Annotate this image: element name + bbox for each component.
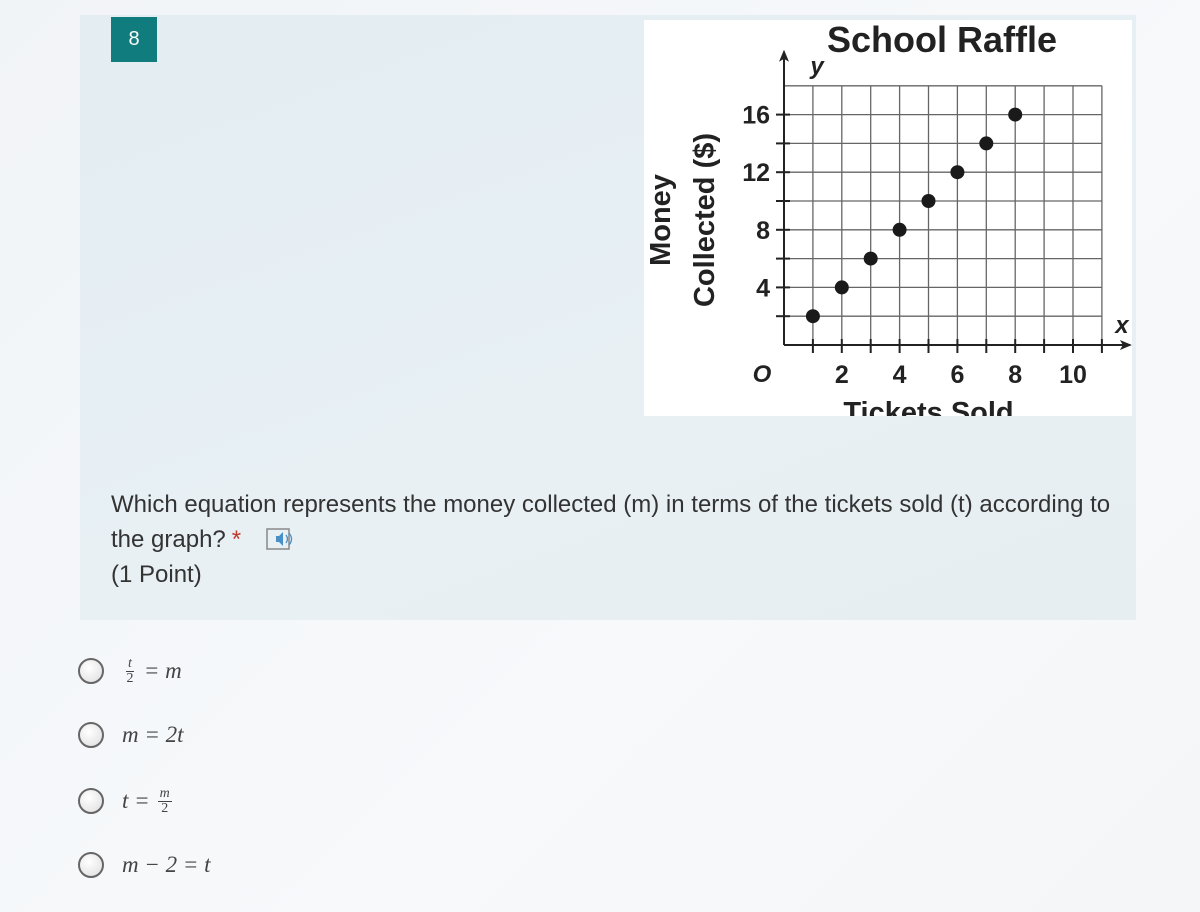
- option-label: m = 2t: [122, 722, 184, 747]
- x-tick-label: 10: [1059, 361, 1087, 389]
- x-tick-label: 6: [950, 361, 964, 389]
- chart-title: School Raffle: [827, 20, 1057, 60]
- question-number-badge: 8: [111, 17, 157, 62]
- y-axis-label-line1: Money: [645, 174, 677, 266]
- denominator: 2: [161, 800, 169, 816]
- data-point: [863, 251, 878, 266]
- denominator: 2: [126, 670, 134, 686]
- x-axis-letter: x: [1113, 312, 1130, 339]
- x-tick-label: 8: [1008, 361, 1022, 389]
- y-axis-letter: y: [809, 53, 825, 80]
- option-label: m − 2 = t: [122, 852, 211, 877]
- question-points: (1 Point): [111, 561, 202, 588]
- data-point: [979, 136, 994, 151]
- data-point: [1008, 107, 1023, 122]
- y-tick-label: 12: [742, 159, 770, 187]
- data-point: [834, 280, 849, 295]
- data-point: [892, 222, 907, 237]
- x-tick-label: 2: [835, 361, 849, 389]
- school-raffle-chart: y x O 2 4 6 8 10 4 8 12 16 School Raffle Tickets Sold…: [644, 20, 1132, 416]
- data-point: [950, 165, 965, 180]
- option-label: t =: [122, 788, 150, 813]
- x-tick-label: 4: [893, 361, 907, 389]
- y-axis-arrow-icon: [779, 49, 789, 62]
- data-point: [805, 309, 820, 324]
- option-2[interactable]: m = 2t: [78, 715, 184, 755]
- question-text-block: Which equation represents the money coll…: [111, 487, 1111, 592]
- radio-button[interactable]: [78, 722, 104, 748]
- radio-button[interactable]: [78, 788, 104, 814]
- question-text: Which equation represents the money coll…: [111, 491, 1111, 553]
- origin-label: O: [753, 361, 772, 388]
- option-4[interactable]: m − 2 = t: [78, 845, 211, 885]
- required-mark: *: [231, 526, 242, 553]
- numerator: t: [126, 655, 134, 672]
- numerator: m: [157, 785, 172, 802]
- y-tick-label: 4: [756, 274, 770, 302]
- radio-button[interactable]: [78, 852, 104, 878]
- x-axis-arrow-icon: [1119, 340, 1132, 350]
- y-tick-label: 16: [742, 102, 770, 130]
- x-axis-label: Tickets Sold: [843, 397, 1013, 416]
- immersive-reader-speaker-icon[interactable]: [266, 527, 296, 551]
- option-label: = m: [143, 658, 182, 683]
- chart-svg: y x O 2 4 6 8 10 4 8 12 16 School Raffle Tickets Sold…: [645, 20, 1132, 416]
- y-axis-label-line2: Collected ($): [689, 133, 721, 307]
- radio-button[interactable]: [78, 658, 104, 684]
- data-point: [921, 194, 936, 208]
- y-tick-label: 8: [756, 217, 770, 245]
